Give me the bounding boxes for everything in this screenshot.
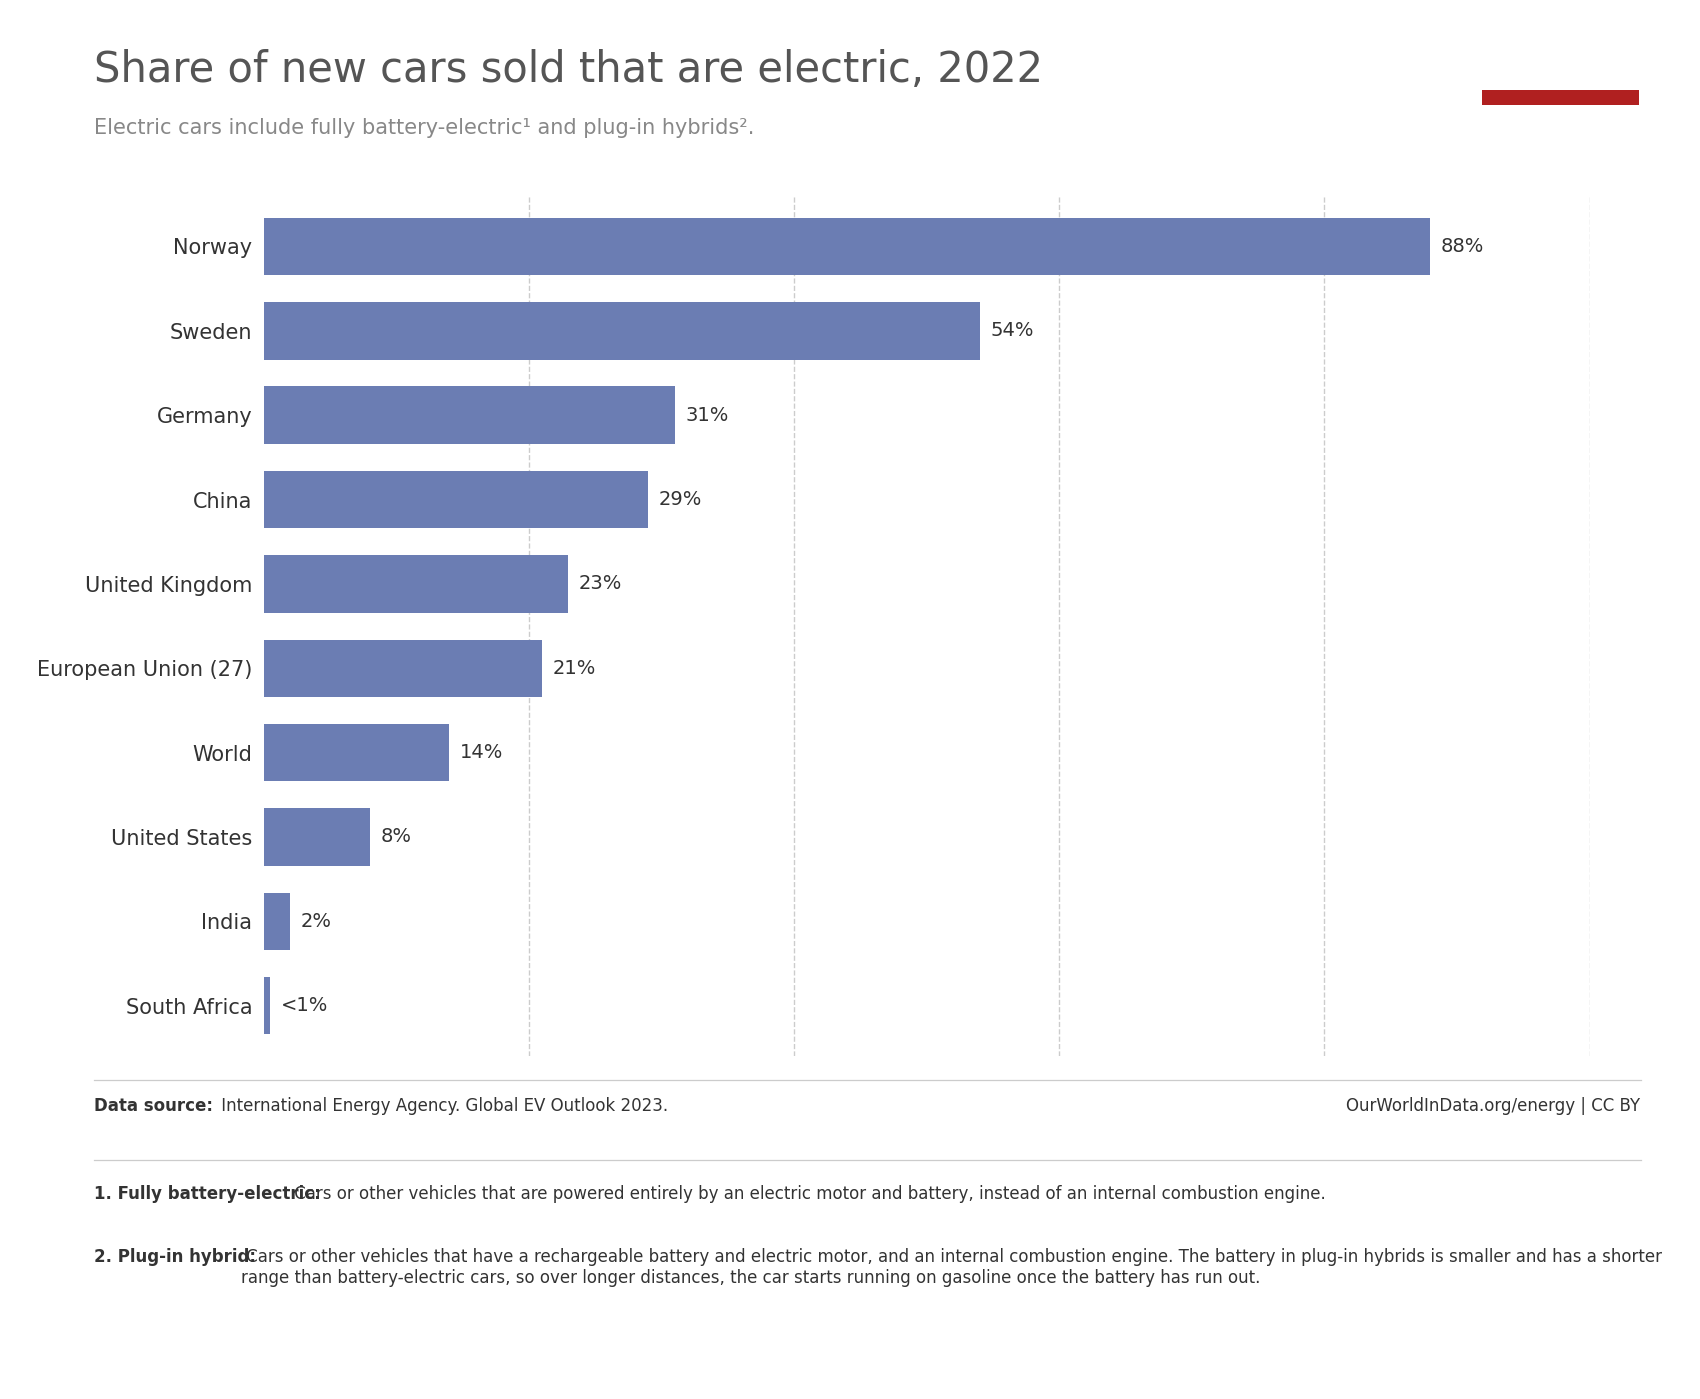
- Text: Electric cars include fully battery-electric¹ and plug-in hybrids².: Electric cars include fully battery-elec…: [94, 118, 753, 137]
- Text: 31%: 31%: [685, 406, 729, 425]
- Bar: [264, 723, 449, 781]
- Bar: [264, 977, 270, 1034]
- Bar: [264, 218, 1430, 276]
- Text: OurWorldInData.org/energy | CC BY: OurWorldInData.org/energy | CC BY: [1346, 1097, 1640, 1115]
- Text: International Energy Agency. Global EV Outlook 2023.: International Energy Agency. Global EV O…: [216, 1097, 668, 1115]
- Bar: [264, 471, 648, 529]
- Bar: [264, 555, 568, 613]
- Bar: [264, 893, 291, 950]
- Text: 54%: 54%: [989, 322, 1034, 340]
- Text: Data source:: Data source:: [94, 1097, 212, 1115]
- Text: 2. Plug-in hybrid:: 2. Plug-in hybrid:: [94, 1248, 255, 1266]
- Bar: [1482, 90, 1639, 105]
- Text: Cars or other vehicles that are powered entirely by an electric motor and batter: Cars or other vehicles that are powered …: [289, 1185, 1326, 1203]
- Bar: [264, 639, 542, 697]
- Text: 21%: 21%: [552, 659, 597, 677]
- Text: Our World: Our World: [1516, 27, 1605, 41]
- Text: 2%: 2%: [301, 912, 332, 930]
- Text: <1%: <1%: [280, 996, 328, 1016]
- Text: Share of new cars sold that are electric, 2022: Share of new cars sold that are electric…: [94, 49, 1042, 91]
- Text: in Data: in Data: [1530, 53, 1591, 69]
- Bar: [264, 386, 675, 443]
- Text: 8%: 8%: [381, 827, 411, 846]
- Text: 14%: 14%: [459, 743, 503, 762]
- Bar: [264, 302, 979, 360]
- Text: 88%: 88%: [1442, 236, 1484, 256]
- Text: 1. Fully battery-electric:: 1. Fully battery-electric:: [94, 1185, 320, 1203]
- Text: 23%: 23%: [580, 575, 622, 593]
- Text: Cars or other vehicles that have a rechargeable battery and electric motor, and : Cars or other vehicles that have a recha…: [241, 1248, 1663, 1287]
- Bar: [264, 809, 369, 866]
- Text: 29%: 29%: [658, 490, 702, 509]
